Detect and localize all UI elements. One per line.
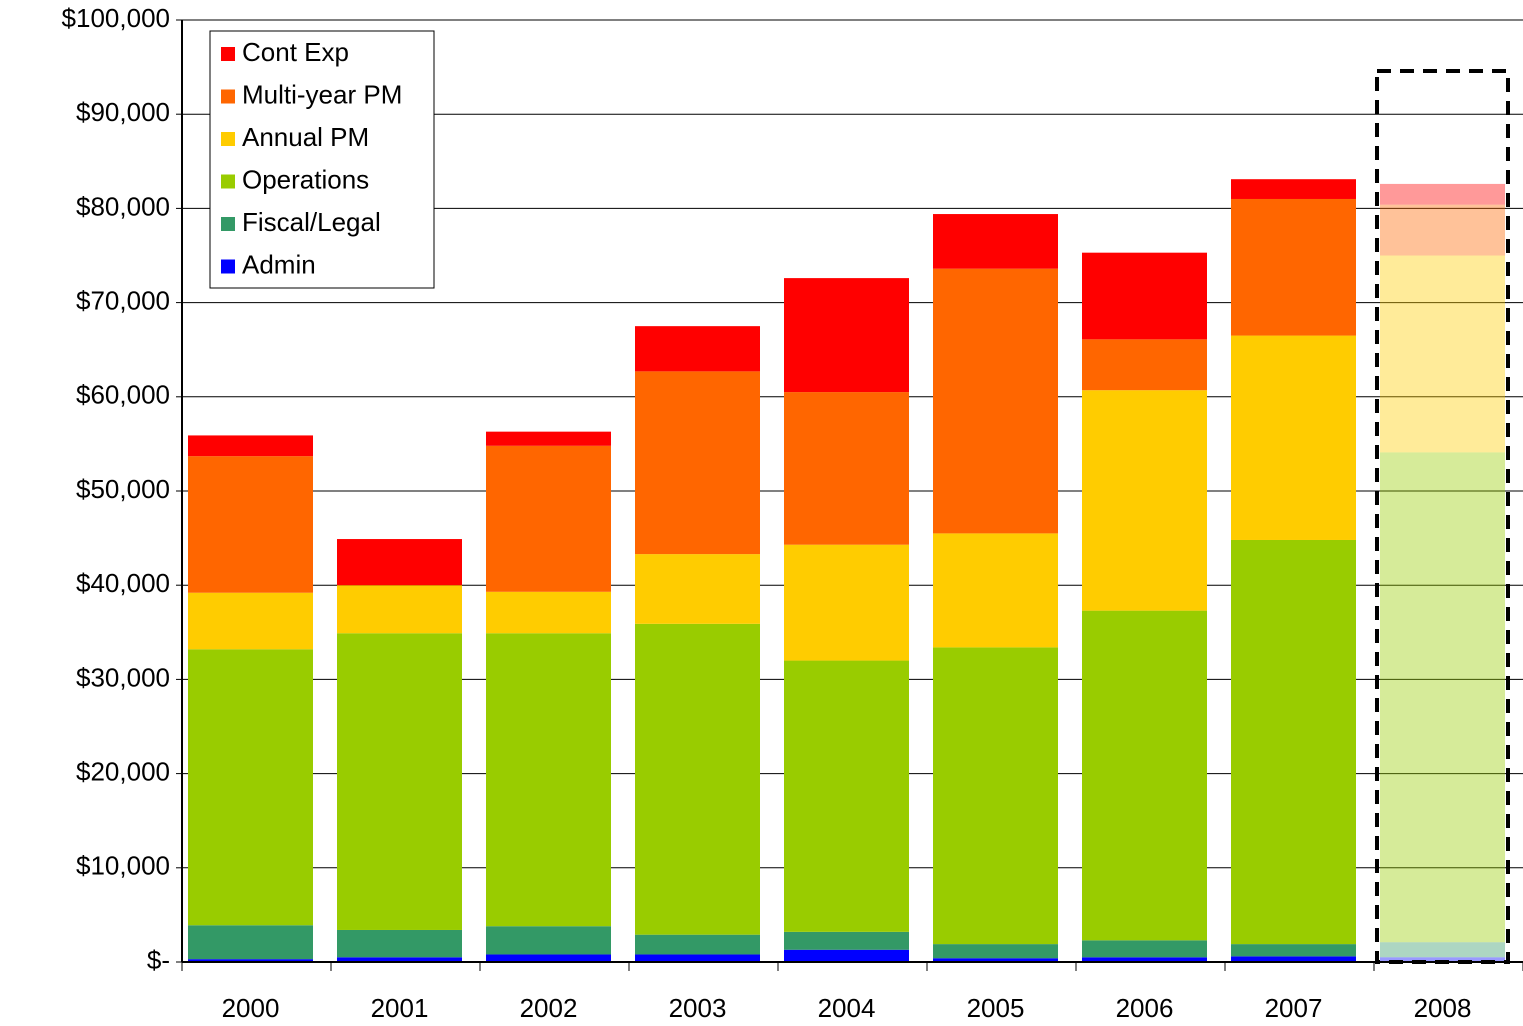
bar-segment (1082, 940, 1207, 958)
bar-segment (635, 623, 760, 935)
bar-segment (1231, 944, 1356, 957)
bar-segment (784, 544, 909, 661)
bar-segment (933, 214, 1058, 269)
x-tick-label: 2000 (222, 993, 280, 1023)
bar-segment (188, 925, 313, 960)
bar-segment (1082, 957, 1207, 962)
legend-label: Cont Exp (242, 37, 349, 67)
x-tick-label: 2005 (967, 993, 1025, 1023)
x-tick-label: 2007 (1265, 993, 1323, 1023)
bar-segment (1380, 942, 1505, 958)
legend-swatch (221, 47, 235, 61)
bar-segment (188, 435, 313, 457)
legend-swatch (221, 174, 235, 189)
x-tick-label: 2001 (371, 993, 429, 1023)
bar-segment (1380, 957, 1505, 962)
legend (209, 30, 435, 289)
x-tick-label: 2008 (1414, 993, 1472, 1023)
bar-segment (486, 431, 611, 446)
bar-segment (1231, 956, 1356, 962)
bar-segment (1231, 179, 1356, 199)
bar-segment (1380, 452, 1505, 943)
bar-segment (635, 554, 760, 624)
y-tick-label: $30,000 (76, 662, 170, 692)
bar-segment (1082, 339, 1207, 391)
bar-segment (1231, 198, 1356, 336)
legend-swatch (221, 259, 235, 274)
x-tick-label: 2006 (1116, 993, 1174, 1023)
bar-segment (1231, 335, 1356, 540)
bar-segment (1380, 183, 1505, 205)
legend-label: Annual PM (242, 122, 369, 152)
x-tick-label: 2003 (669, 993, 727, 1023)
x-tick-label: 2004 (818, 993, 876, 1023)
bar-segment (486, 591, 611, 634)
bar-segment (933, 268, 1058, 534)
bar-segment (784, 949, 909, 962)
legend-label: Admin (242, 249, 316, 279)
bar-segment (784, 931, 909, 950)
bar-segment (933, 647, 1058, 945)
bar-segment (486, 445, 611, 592)
bar-segment (1082, 390, 1207, 611)
bar-segment (337, 633, 462, 930)
legend-swatch (221, 89, 235, 104)
y-tick-label: $90,000 (76, 97, 170, 127)
bar-segment (188, 959, 313, 962)
legend-swatch (221, 217, 235, 231)
bar-segment (784, 660, 909, 932)
y-tick-label: $60,000 (76, 380, 170, 410)
bar-segment (635, 954, 760, 962)
bar-segment (337, 539, 462, 586)
bar-segment (337, 585, 462, 634)
bar-segment (784, 278, 909, 393)
bar-segment (1082, 610, 1207, 941)
bar-segment (337, 929, 462, 958)
y-tick-label: $50,000 (76, 474, 170, 504)
y-tick-label: $10,000 (76, 851, 170, 881)
y-tick-label: $40,000 (76, 568, 170, 598)
legend-swatch (221, 132, 235, 146)
bar-segment (486, 926, 611, 955)
bar-segment (188, 649, 313, 926)
bar-segment (933, 958, 1058, 962)
bar-segment (933, 944, 1058, 959)
bar-segment (635, 371, 760, 555)
bar-segment (1082, 252, 1207, 340)
bar-segment (1380, 204, 1505, 256)
legend-label: Multi-year PM (242, 79, 402, 109)
bar-segment (635, 934, 760, 955)
bar-segment (486, 954, 611, 962)
y-tick-label: $20,000 (76, 756, 170, 786)
y-tick-label: $100,000 (62, 3, 170, 33)
bar-segment (188, 592, 313, 650)
bar-segment (337, 957, 462, 962)
legend-label: Operations (242, 164, 369, 194)
y-tick-label: $- (147, 945, 170, 975)
y-tick-label: $70,000 (76, 285, 170, 315)
bar-segment (188, 456, 313, 593)
y-tick-label: $80,000 (76, 191, 170, 221)
x-tick-label: 2002 (520, 993, 578, 1023)
bar-segment (933, 533, 1058, 648)
bar-segment (635, 326, 760, 372)
bar-segment (1231, 539, 1356, 945)
bar-segment (1380, 255, 1505, 453)
bar-segment (486, 633, 611, 927)
bar-segment (784, 392, 909, 545)
legend-label: Fiscal/Legal (242, 207, 381, 237)
